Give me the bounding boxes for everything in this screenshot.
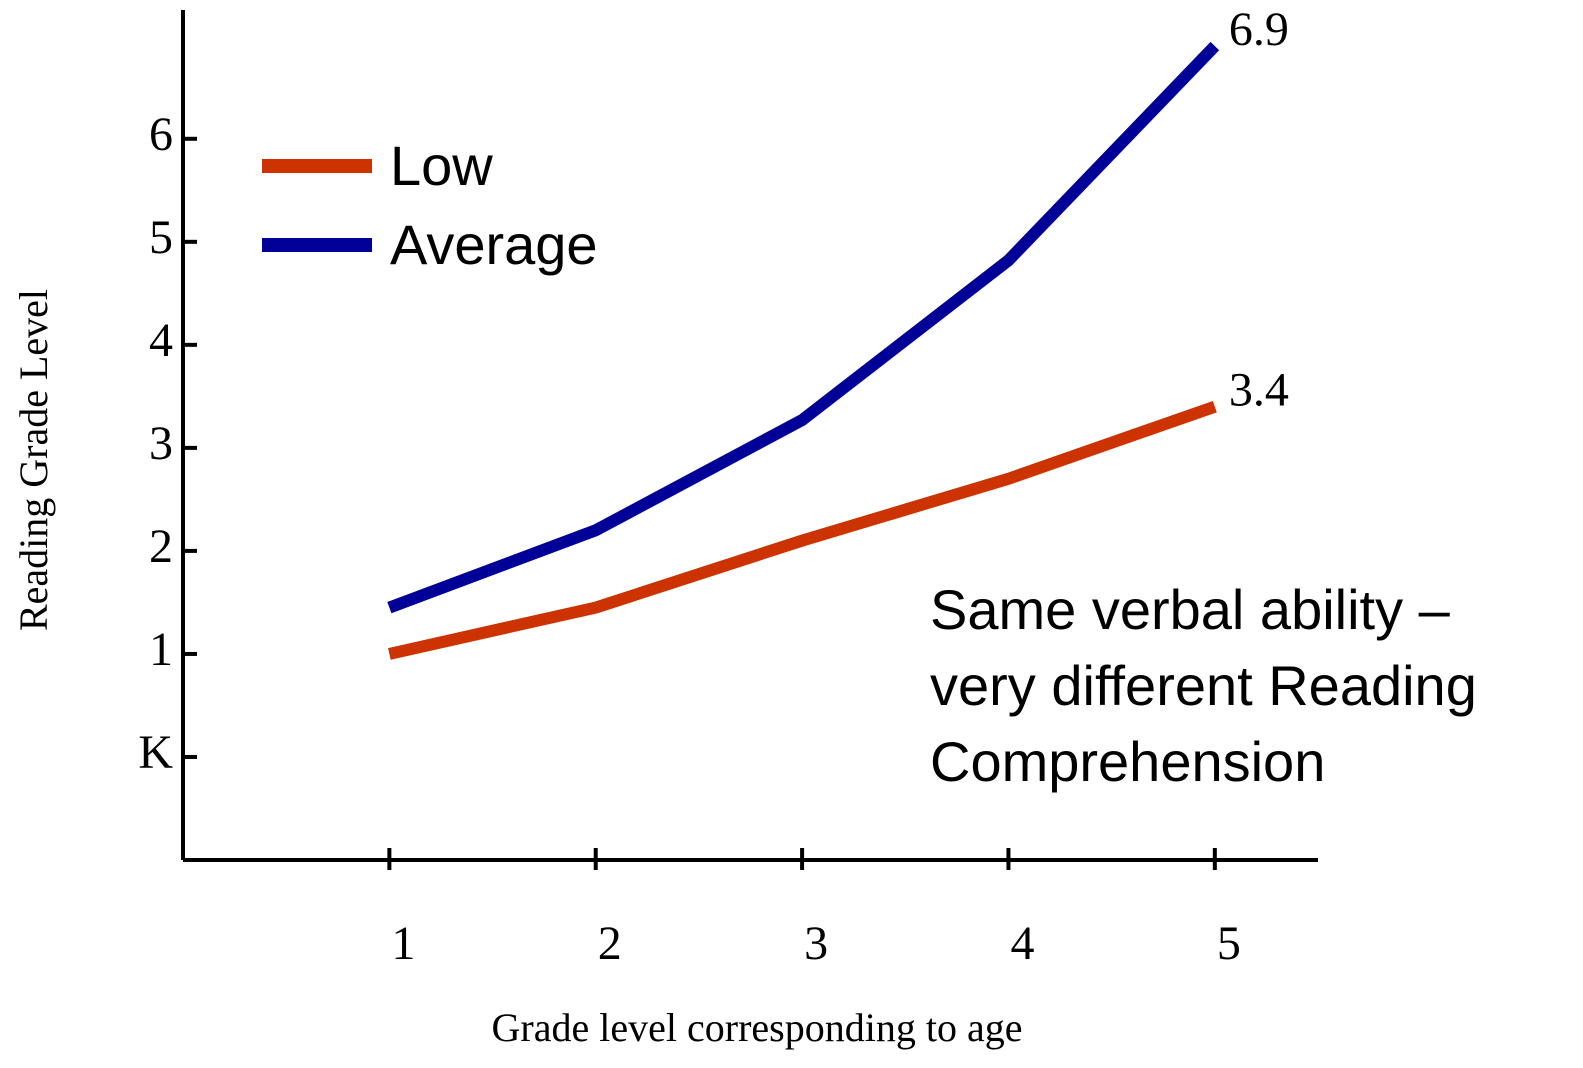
y-axis-title: Reading Grade Level: [11, 289, 56, 631]
end-label: 6.9: [1229, 3, 1289, 56]
annotation: Same verbal ability –: [930, 578, 1451, 641]
annotation: Comprehension: [930, 730, 1325, 793]
legend-label: Average: [390, 213, 598, 276]
data-line: [387, 41, 1220, 614]
y-tick-label: K: [138, 726, 173, 779]
y-tick-label: 2: [149, 520, 173, 573]
x-tick-label: 2: [598, 917, 622, 970]
y-tick-label: 6: [149, 108, 173, 161]
annotation: very different Reading: [930, 654, 1477, 717]
x-tick-label: 4: [1010, 917, 1034, 970]
y-tick-label: 5: [149, 211, 173, 264]
y-tick-label: 1: [149, 623, 173, 676]
x-tick-label: 1: [391, 917, 415, 970]
y-tick-label: 3: [149, 417, 173, 470]
data-line: [388, 401, 1217, 660]
end-label: 3.4: [1229, 364, 1289, 417]
x-axis-title: Grade level corresponding to age: [492, 1005, 1023, 1050]
legend-label: Low: [390, 134, 493, 197]
x-tick-label: 3: [804, 917, 828, 970]
y-tick-label: 4: [149, 314, 173, 367]
x-tick-label: 5: [1217, 917, 1241, 970]
